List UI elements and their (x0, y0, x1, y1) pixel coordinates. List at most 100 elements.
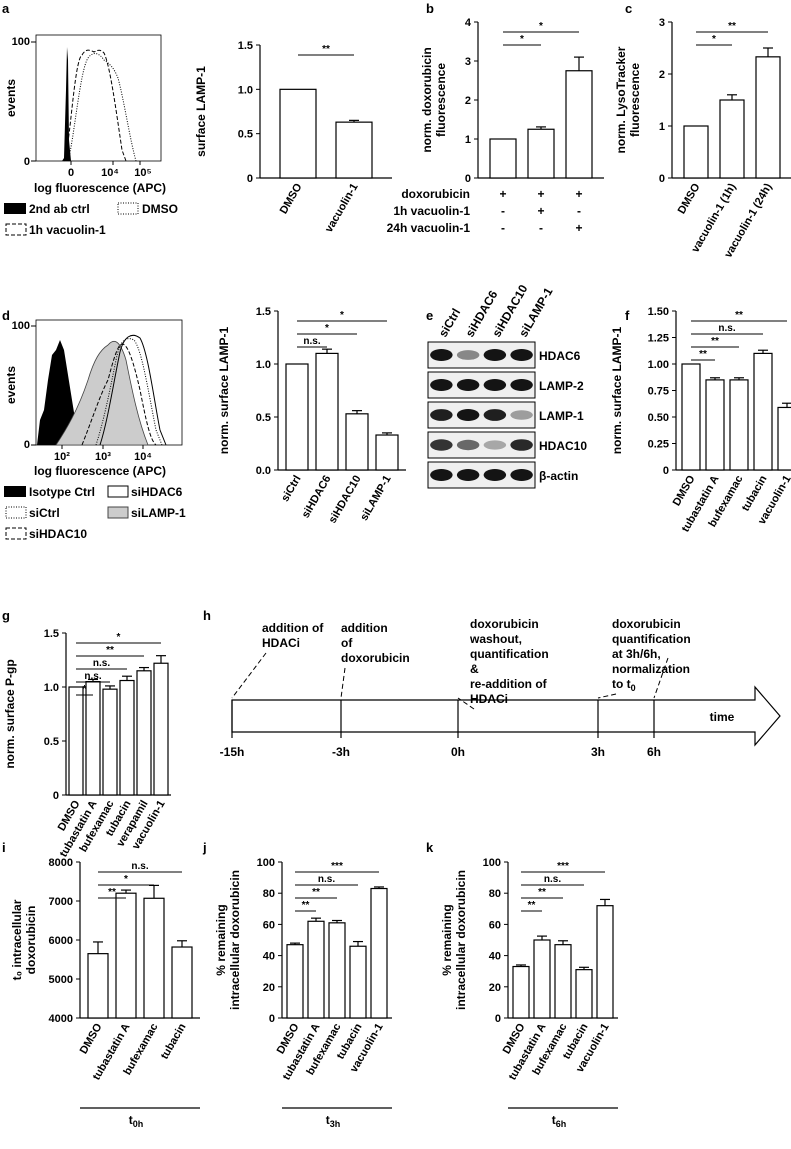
timeline-event-pointer (340, 667, 346, 699)
chart-f-sig-label: ** (711, 336, 719, 347)
chart-i-bar (171, 946, 193, 1019)
chart-j-ytick-label: 100 (257, 857, 275, 869)
blot-band (510, 469, 533, 481)
chart-j-group-label: t3h (326, 1113, 341, 1129)
chart-j-ytick-label: 60 (263, 919, 275, 931)
chart-k-bar (575, 969, 593, 1019)
chart-b-ytick-label: 3 (465, 56, 471, 68)
blot-band (456, 409, 480, 421)
legend-d-sihdac10: siHDAC10 (29, 527, 87, 541)
chart-b-ytick-label: 2 (465, 95, 471, 107)
chart-i-ytick-label: 5000 (49, 974, 73, 986)
chart-a-category-label: vacuolin-1 (323, 182, 361, 235)
chart-j-bar (307, 920, 325, 1019)
legend-d-silamp1: siLAMP-1 (131, 506, 186, 520)
hist-a-2nd-ab-ctrl-curve (62, 47, 71, 161)
panel-label-k: k (426, 840, 434, 855)
chart-j-group-sub: 3h (330, 1119, 341, 1129)
blot-band (510, 439, 533, 451)
hist-d-xtick-1e4: 10⁴ (134, 451, 152, 463)
chart-j-ytick-label: 0 (269, 1013, 275, 1025)
hist-a-ylabel: events (4, 79, 18, 117)
chart-i-sig-label: ** (108, 887, 116, 898)
chart-k-ytick-label: 20 (489, 982, 501, 994)
timeline-event-text: quantification (612, 632, 691, 646)
chart-c-ytick-label: 3 (659, 17, 665, 29)
chart-i-ytick-label: 8000 (49, 857, 73, 869)
panel-label-j: j (202, 840, 207, 855)
blot-band (510, 379, 533, 391)
chart-j-bar (328, 922, 346, 1019)
chart-j-sig-label: n.s. (318, 874, 335, 885)
chart-g-sig-label: * (117, 632, 121, 643)
timeline-tick-label: 3h (591, 745, 605, 759)
chart-f-ytick-label: 0.50 (648, 412, 669, 424)
chart-k-sig-label: ** (528, 900, 536, 911)
legend-d-sihdac6: siHDAC6 (131, 485, 183, 499)
chart-b-condition-value: + (575, 221, 582, 235)
chart-i-ytick-label: 4000 (49, 1013, 73, 1025)
blot-band (483, 440, 507, 450)
hist-d-xlabel: log fluorescence (APC) (34, 464, 166, 478)
timeline-event-text: doxorubicin (470, 617, 539, 631)
chart-b-condition-value: + (537, 204, 544, 218)
chart-d-category-label: siLAMP-1 (358, 474, 393, 523)
chart-j-ytick-label: 40 (263, 951, 275, 963)
bar-chart-i: 4000 5000 6000 7000 8000 t₀ intracellular doxo… (10, 857, 200, 1129)
chart-b-ytick-label: 1 (465, 134, 471, 146)
chart-i-sig-label: * (124, 874, 128, 885)
timeline-event-text: & (470, 662, 479, 676)
timeline-tick-label: 0h (451, 745, 465, 759)
chart-b-ylabel: fluorescence (434, 63, 448, 137)
blot-band (430, 439, 453, 451)
chart-j-ytick-label: 20 (263, 982, 275, 994)
hist-d-sihdac10-curve (81, 343, 157, 446)
bar-chart-f: 0 0.25 0.50 0.75 1.00 1.25 1.50 norm. surface L… (610, 306, 791, 534)
chart-k-ytick-label: 0 (495, 1013, 501, 1025)
chart-f-bar (753, 352, 773, 471)
timeline-tick-label: -3h (332, 745, 350, 759)
chart-j-bar (349, 945, 367, 1019)
chart-k-ytick-label: 80 (489, 888, 501, 900)
chart-c-ylabel: fluorescence (628, 63, 642, 137)
panel-label-i: i (2, 840, 6, 855)
blot-band-label: LAMP-1 (539, 409, 584, 423)
chart-g-sig-label: n.s. (84, 671, 101, 682)
chart-d-bar (315, 352, 339, 471)
chart-b-sig-label: * (539, 21, 543, 32)
blot-band-label: LAMP-2 (539, 379, 584, 393)
chart-b-condition-value: + (575, 187, 582, 201)
chart-k-ylabel: % remaining (440, 904, 454, 975)
legend-a-2nd-ab: 2nd ab ctrl (29, 202, 90, 216)
chart-a-bar (279, 88, 317, 179)
legend-a-dmso-swatch (117, 202, 139, 215)
blot-band (483, 379, 507, 391)
chart-b-condition-value: + (537, 187, 544, 201)
chart-g-sig-label: n.s. (93, 658, 110, 669)
chart-d-sig-label: * (340, 310, 344, 321)
hist-d-ytick-0: 0 (24, 439, 30, 451)
chart-d-sig-label: * (325, 323, 329, 334)
chart-d-ytick-label: 1.5 (256, 306, 271, 318)
blot-band (510, 410, 533, 420)
chart-i-category-label: tubacin (159, 1021, 189, 1061)
chart-d-bar (285, 363, 309, 471)
chart-k-ytick-label: 40 (489, 951, 501, 963)
chart-b-ylabel: norm. doxorubicin (420, 47, 434, 152)
chart-d-bar (375, 434, 399, 471)
legend-a-1h-vacuolin: 1h vacuolin-1 (29, 223, 106, 237)
chart-k-group-sub: 6h (556, 1119, 567, 1129)
timeline-arrow (231, 685, 781, 747)
timeline-event-pointer (597, 693, 617, 699)
chart-f-bar (729, 379, 749, 471)
timeline-event-text: to t0 (612, 677, 636, 693)
chart-g-bar (153, 662, 169, 796)
chart-j-ylabel: intracellular doxorubicin (228, 870, 242, 1010)
histogram-a: 0 100 events 0 10⁴ 10⁵ log fluorescence … (4, 34, 178, 237)
blot-band-label: HDAC6 (539, 349, 581, 363)
chart-d-category-label: siCtrl (279, 474, 303, 504)
blot-band (456, 379, 480, 391)
